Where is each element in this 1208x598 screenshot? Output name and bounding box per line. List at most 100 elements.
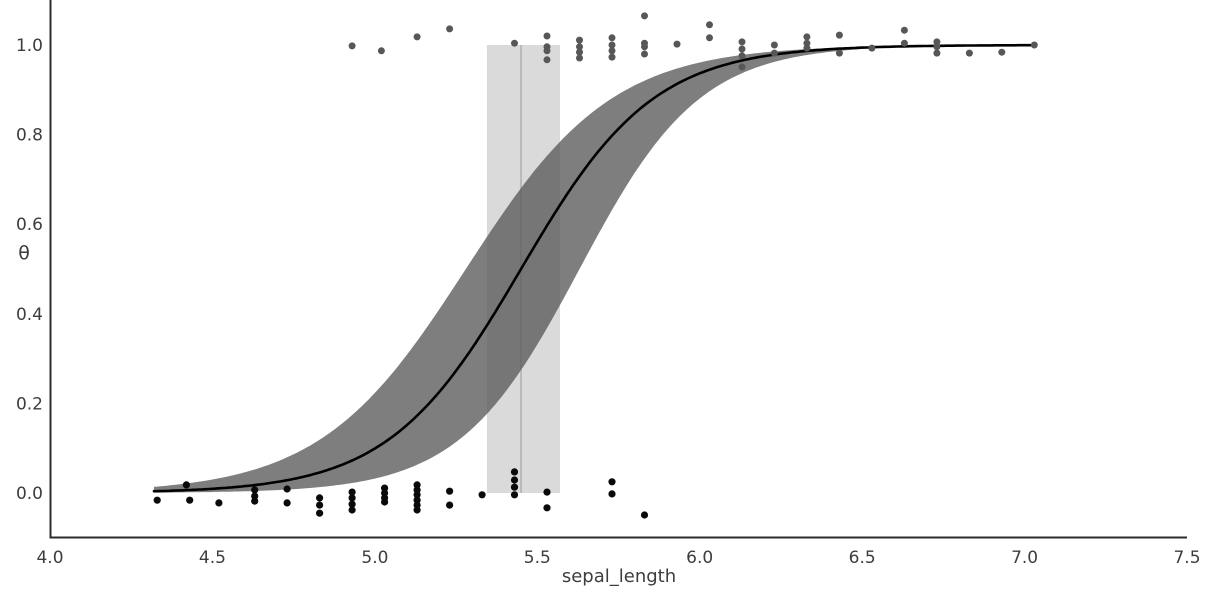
observation-point-class0 xyxy=(446,487,454,495)
x-tick-label: 6.5 xyxy=(849,548,876,568)
x-tick-label: 4.5 xyxy=(199,548,226,568)
y-tick-label: 0.8 xyxy=(16,126,43,146)
observation-point-class1 xyxy=(348,42,356,50)
curve-hdi-band xyxy=(154,45,1035,493)
observation-point-class0 xyxy=(316,509,324,517)
observation-point-class0 xyxy=(543,488,551,496)
x-tick-labels: 4.0 4.5 5.0 5.5 6.0 6.5 7.0 7.5 xyxy=(36,548,1200,568)
observation-point-class1 xyxy=(868,44,876,52)
observations-class1 xyxy=(348,12,1038,71)
x-tick-label: 6.0 xyxy=(686,548,713,568)
observation-point-class0 xyxy=(316,501,324,509)
observation-point-class0 xyxy=(478,491,486,499)
observation-point-class0 xyxy=(348,494,356,502)
observation-point-class1 xyxy=(933,38,941,46)
observation-point-class0 xyxy=(510,468,519,476)
observation-point-class1 xyxy=(511,39,518,47)
observation-point-class0 xyxy=(381,498,389,506)
observation-point-class1 xyxy=(608,41,616,49)
observation-point-class0 xyxy=(640,511,649,519)
observation-point-class1 xyxy=(900,39,908,47)
x-tick-label: 5.0 xyxy=(361,548,388,568)
observation-point-class1 xyxy=(706,34,713,42)
observation-point-class0 xyxy=(510,476,519,484)
y-tick-label: 0.6 xyxy=(16,215,43,235)
x-axis-label: sepal_length xyxy=(562,566,676,587)
observation-point-class0 xyxy=(413,491,421,499)
x-tick-label: 5.5 xyxy=(524,548,551,568)
observation-point-class1 xyxy=(641,12,648,20)
observation-point-class1 xyxy=(543,32,551,40)
observation-point-class0 xyxy=(413,481,421,489)
observation-point-class0 xyxy=(283,499,291,507)
observations-class0 xyxy=(153,468,649,519)
observation-point-class1 xyxy=(803,33,811,41)
observation-point-class0 xyxy=(348,500,356,508)
observation-point-class1 xyxy=(608,34,616,42)
observation-point-class1 xyxy=(770,49,778,57)
observation-point-class1 xyxy=(576,54,583,62)
observation-point-class0 xyxy=(251,486,259,494)
observation-point-class0 xyxy=(215,499,223,507)
observation-point-class0 xyxy=(348,488,356,496)
observation-point-class0 xyxy=(186,496,194,504)
observation-point-class0 xyxy=(608,478,616,486)
observation-point-class0 xyxy=(510,483,519,491)
observation-point-class0 xyxy=(543,504,551,512)
observation-point-class1 xyxy=(738,45,746,53)
y-tick-labels: 0.0 0.2 0.4 0.6 0.8 1.0 xyxy=(16,36,43,504)
observation-point-class1 xyxy=(965,49,973,57)
observation-point-class0 xyxy=(510,491,519,499)
y-tick-label: 0.0 xyxy=(16,484,43,504)
posterior-mean-curve xyxy=(152,43,1036,493)
observation-point-class0 xyxy=(283,485,291,493)
x-tick-label: 4.0 xyxy=(36,548,63,568)
observation-point-class1 xyxy=(576,36,583,44)
observation-point-class1 xyxy=(835,31,843,39)
observation-point-class0 xyxy=(608,490,616,498)
observation-point-class1 xyxy=(803,39,811,47)
observation-point-class0 xyxy=(182,481,190,489)
observation-point-class1 xyxy=(706,21,713,29)
observation-point-class1 xyxy=(933,43,941,51)
observation-point-class1 xyxy=(377,47,385,55)
observation-point-class0 xyxy=(348,506,356,514)
observation-point-class1 xyxy=(998,48,1006,56)
hdi-band-path xyxy=(154,45,1035,493)
observation-point-class1 xyxy=(608,47,616,55)
y-tick-label: 0.2 xyxy=(16,394,43,414)
observation-point-class1 xyxy=(933,49,941,57)
observation-point-class1 xyxy=(446,25,454,33)
observation-point-class1 xyxy=(641,50,648,58)
observation-point-class1 xyxy=(673,40,681,48)
observation-point-class0 xyxy=(153,496,161,504)
observation-point-class1 xyxy=(608,53,616,61)
observation-point-class1 xyxy=(900,26,908,34)
y-axis-label: θ xyxy=(18,242,30,264)
observation-point-class1 xyxy=(835,49,843,57)
y-tick-label: 0.4 xyxy=(16,305,43,325)
observation-point-class1 xyxy=(738,38,746,46)
observation-point-class1 xyxy=(641,43,648,51)
observation-point-class1 xyxy=(576,48,583,56)
mean-curve-path xyxy=(152,43,1036,493)
x-tick-label: 7.5 xyxy=(1173,548,1200,568)
observation-point-class1 xyxy=(803,44,811,52)
observation-point-class1 xyxy=(738,63,746,71)
observation-point-class0 xyxy=(316,494,324,502)
observation-point-class0 xyxy=(251,492,259,500)
observation-point-class1 xyxy=(738,52,746,60)
y-tick-label: 1.0 xyxy=(16,36,43,56)
observation-point-class1 xyxy=(770,41,778,49)
observation-point-class0 xyxy=(413,506,421,514)
observation-point-class1 xyxy=(1030,41,1038,49)
observation-point-class1 xyxy=(543,47,551,55)
observation-point-class1 xyxy=(576,43,583,51)
x-tick-label: 7.0 xyxy=(1011,548,1038,568)
observation-point-class1 xyxy=(543,56,551,64)
axes: 4.0 4.5 5.0 5.5 6.0 6.5 7.0 7.5 0.0 0.2 0.4 0.6 0.8… xyxy=(16,0,1201,587)
observation-point-class1 xyxy=(413,33,421,41)
observation-point-class0 xyxy=(251,497,259,505)
